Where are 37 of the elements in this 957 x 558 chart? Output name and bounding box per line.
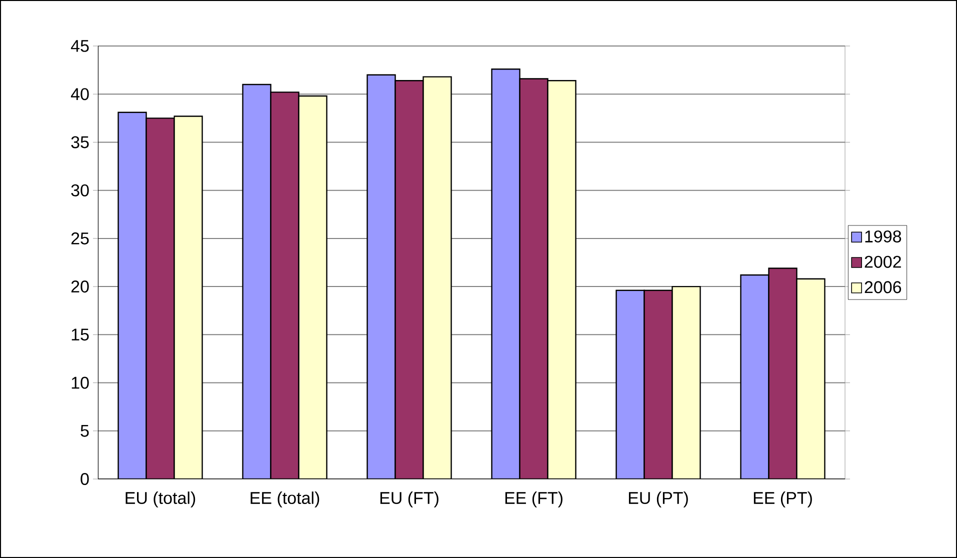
x-tick-label: EE (PT) xyxy=(754,492,812,508)
y-tick-label: 20 xyxy=(71,280,89,293)
x-tick-label: EE (total) xyxy=(250,492,320,508)
bar xyxy=(740,274,770,479)
bar xyxy=(146,118,174,479)
y-tick-label: 40 xyxy=(70,88,89,100)
bar xyxy=(644,290,672,479)
y-tick-label: 25 xyxy=(71,232,89,244)
bar xyxy=(298,96,327,479)
bar xyxy=(174,116,202,479)
bar xyxy=(270,92,299,479)
bar xyxy=(242,84,271,479)
y-tick-label: 15 xyxy=(72,328,89,341)
y-tick-label: 30 xyxy=(71,184,89,196)
x-tick-label: EU (PT) xyxy=(628,492,688,508)
x-tick-label: EU (FT) xyxy=(380,492,438,508)
legend-label: 1998 xyxy=(865,230,902,242)
bar xyxy=(367,74,396,479)
legend-label: 2006 xyxy=(864,281,902,294)
y-tick-label: 35 xyxy=(71,136,89,148)
bar xyxy=(395,80,424,479)
bar xyxy=(492,69,520,479)
bar xyxy=(616,290,644,479)
bar xyxy=(672,286,700,479)
bar xyxy=(796,278,826,479)
y-tick-label: 0 xyxy=(80,472,89,486)
bar xyxy=(548,80,576,479)
bar xyxy=(118,112,146,479)
bar xyxy=(520,78,548,479)
x-tick-label: EU (total) xyxy=(126,492,196,508)
y-tick-label: 45 xyxy=(70,40,89,52)
bar xyxy=(423,76,452,479)
y-tick-label: 5 xyxy=(80,424,89,437)
x-tick-label: EE (FT) xyxy=(505,492,562,508)
legend-label: 2002 xyxy=(864,256,901,268)
bar xyxy=(768,268,798,479)
y-tick-label: 10 xyxy=(72,376,89,389)
